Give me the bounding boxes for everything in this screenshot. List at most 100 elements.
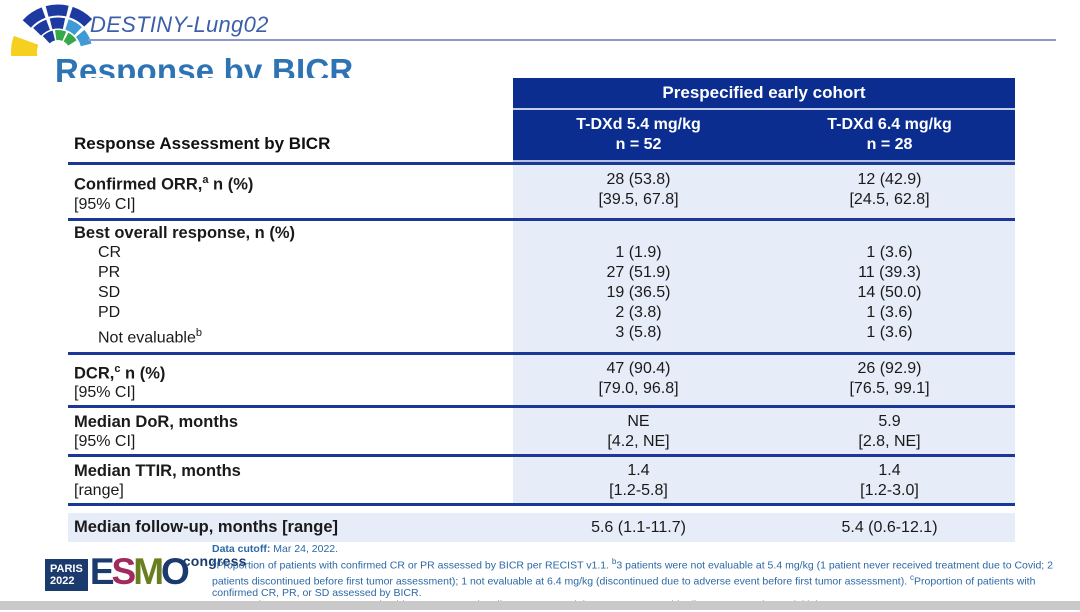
row-label: [95% CI] [74, 195, 136, 213]
cohort-header: Prespecified early cohort [513, 78, 1015, 108]
row-divider [68, 162, 1015, 165]
cell-value [513, 223, 764, 243]
cell-value: 27 (51.9) [606, 263, 671, 281]
cell-value: [24.5, 62.8] [849, 191, 930, 208]
value-column-2: 12 (42.9) [24.5, 62.8] [764, 165, 1015, 218]
cell-value: 47 (90.4) [606, 359, 671, 377]
section-values: 28 (53.8) [39.5, 67.8] 12 (42.9) [24.5, … [513, 165, 1015, 218]
cohort-header-row: Prespecified early cohort [68, 78, 1015, 108]
value-column-2: 1.4 [1.2-3.0] [764, 457, 1015, 503]
bottom-bar [0, 601, 1080, 610]
column-1-n: n = 52 [615, 136, 662, 153]
section-labels: Median DoR, months [95% CI] [68, 408, 513, 455]
section-labels: DCR,c n (%) [95% CI] [68, 354, 513, 406]
column-header-2: T-DXd 6.4 mg/kg n = 28 [764, 110, 1015, 160]
cell-value: [76.5, 99.1] [849, 379, 930, 397]
congress-year: 2022 [50, 575, 75, 587]
paris-2022-badge: PARIS 2022 [45, 559, 88, 591]
row-label: Median DoR, months [74, 413, 239, 432]
header-rule [88, 39, 1056, 41]
value-column-1: 1.4 [1.2-5.8] [513, 457, 764, 503]
congress-city: PARIS [50, 563, 83, 575]
cell-value [764, 223, 1015, 243]
table-section-dcr: DCR,c n (%) [95% CI] 47 (90.4) [79.0, 96… [68, 354, 1015, 406]
cell-value: 19 (36.5) [606, 283, 671, 301]
row-label: [95% CI] [74, 384, 136, 402]
cell-value: 5.6 (1.1-11.7) [591, 518, 686, 536]
section-values: NE [4.2, NE] 5.9 [2.8, NE] [513, 408, 1015, 455]
value-column-2: 1 (3.6) 11 (39.3) 14 (50.0) 1 (3.6) 1 (3… [764, 221, 1015, 352]
header-spacer [68, 78, 513, 108]
section-labels: Median TTIR, months [range] [68, 457, 513, 504]
row-divider [68, 454, 1015, 458]
data-cutoff-line: Data cutoff: Mar 24, 2022. [212, 543, 339, 555]
cell-value: [2.8, NE] [858, 433, 921, 451]
row-divider [68, 405, 1015, 409]
value-column-1: 28 (53.8) [39.5, 67.8] [513, 165, 764, 218]
section-values: 1.4 [1.2-5.8] 1.4 [1.2-3.0] [513, 457, 1015, 504]
row-label: CR [98, 243, 122, 261]
table-section-dor: Median DoR, months [95% CI] NE [4.2, NE]… [68, 408, 1015, 455]
table-section-bor: Best overall response, n (%) CR PR SD PD… [68, 220, 1015, 352]
study-name: DESTINY-Lung02 [90, 12, 269, 37]
row-label: Confirmed ORR,a n (%) [74, 174, 254, 194]
row-header: Response Assessment by BICR [74, 134, 331, 153]
row-label: SD [98, 283, 121, 301]
esmo-wordmark: ESMO [89, 551, 190, 592]
section-labels: Best overall response, n (%) CR PR SD PD… [68, 220, 513, 352]
fan-logo-icon [4, 0, 100, 56]
row-label: PR [98, 263, 121, 281]
column-2-n: n = 28 [866, 136, 913, 153]
section-labels: Confirmed ORR,a n (%) [95% CI] [68, 165, 513, 218]
cell-value: 28 (53.8) [606, 171, 671, 188]
cell-value: 1 (3.6) [866, 243, 913, 261]
cell-value: [1.2-3.0] [860, 482, 919, 500]
cell-value: [4.2, NE] [607, 433, 670, 451]
column-headers: T-DXd 5.4 mg/kg n = 52 T-DXd 6.4 mg/kg n… [513, 110, 1015, 160]
column-header-underline [513, 160, 1015, 162]
cell-value: [39.5, 67.8] [598, 191, 679, 208]
value-column-2: 26 (92.9) [76.5, 99.1] [764, 355, 1015, 406]
column-header-1: T-DXd 5.4 mg/kg n = 52 [513, 110, 764, 160]
row-divider [68, 351, 1015, 355]
cell-value: 26 (92.9) [857, 359, 922, 377]
row-label: Not evaluableb [98, 326, 202, 346]
section-gap [68, 506, 1015, 514]
footnote-paragraph: aProportion of patients with confirmed C… [212, 556, 1053, 600]
table-section-ttir: Median TTIR, months [range] 1.4 [1.2-5.8… [68, 457, 1015, 504]
column-header-row: Response Assessment by BICR T-DXd 5.4 mg… [68, 110, 1015, 160]
cell-value: 14 (50.0) [857, 283, 922, 301]
column-2-name: T-DXd 6.4 mg/kg [827, 116, 952, 133]
section-values: 47 (90.4) [79.0, 96.8] 26 (92.9) [76.5, … [513, 354, 1015, 406]
cell-value: 2 (3.8) [615, 303, 662, 321]
section-values: 1 (1.9) 27 (51.9) 19 (36.5) 2 (3.8) 3 (5… [513, 220, 1015, 352]
column-1-name: T-DXd 5.4 mg/kg [576, 116, 701, 133]
cell-value: 1 (3.6) [866, 303, 913, 321]
header-gap [68, 108, 1015, 110]
cell-value: 3 (5.8) [615, 323, 662, 341]
table-section-orr: Confirmed ORR,a n (%) [95% CI] 28 (53.8)… [68, 165, 1015, 218]
value-column-1: 47 (90.4) [79.0, 96.8] [513, 355, 764, 406]
followup-row: Median follow-up, months [range] 5.6 (1.… [68, 513, 1015, 543]
value-column-2: 5.9 [2.8, NE] [764, 408, 1015, 454]
esmo-congress-logo: PARIS 2022 ESMO congress [45, 551, 247, 592]
cell-value: 5.9 [878, 413, 901, 431]
value-column-1: 1 (1.9) 27 (51.9) 19 (36.5) 2 (3.8) 3 (5… [513, 221, 764, 352]
row-divider [68, 217, 1015, 221]
cell-value: 1.4 [878, 462, 901, 480]
value-column-1: NE [4.2, NE] [513, 408, 764, 454]
row-label: PD [98, 303, 121, 321]
cell-value: [79.0, 96.8] [598, 379, 679, 397]
row-label: [95% CI] [74, 433, 136, 451]
cell-value: 5.4 (0.6-12.1) [841, 518, 938, 536]
row-label: Median TTIR, months [74, 462, 241, 481]
row-divider [68, 503, 1015, 507]
cell-value: [1.2-5.8] [609, 482, 668, 500]
row-label: DCR,c n (%) [74, 362, 166, 383]
row-label: Best overall response, n (%) [74, 223, 295, 242]
cell-value: 1.4 [627, 462, 650, 480]
row-label: [range] [74, 482, 124, 500]
cell-value: NE [627, 413, 650, 431]
congress-label: congress [182, 553, 247, 569]
